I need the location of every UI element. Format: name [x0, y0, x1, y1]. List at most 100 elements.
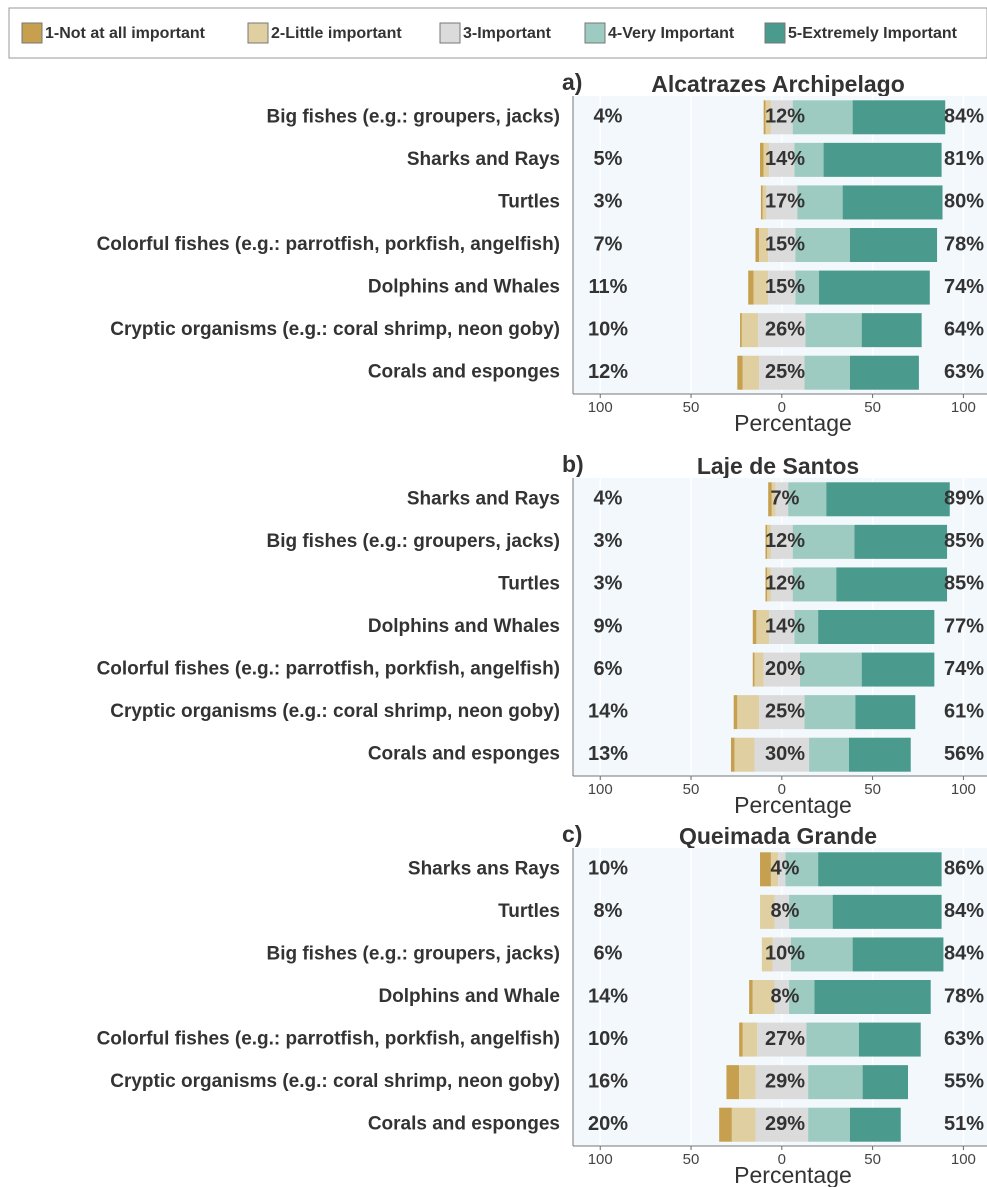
low-label: 9%: [594, 615, 623, 637]
high-label: 63%: [944, 361, 984, 383]
bar-segment: [774, 980, 790, 1014]
bar-segment: [826, 482, 950, 517]
high-label: 63%: [944, 1028, 984, 1050]
bar-segment: [765, 524, 768, 559]
bar-segment: [760, 894, 775, 929]
low-label: 14%: [588, 985, 628, 1007]
bar-segment: [818, 852, 942, 887]
category-label: Corals and esponges: [368, 744, 560, 765]
bar-segment: [765, 100, 771, 135]
neutral-label: 26%: [765, 318, 805, 340]
bar-segment: [766, 185, 798, 220]
bar-segment: [789, 980, 815, 1014]
neutral-label: 14%: [765, 148, 805, 170]
low-label: 6%: [594, 943, 623, 965]
bar-segment: [849, 737, 911, 772]
bar-segment: [770, 567, 793, 602]
bar-segment: [797, 185, 843, 220]
neutral-label: 30%: [765, 743, 805, 765]
bar-segment: [759, 355, 805, 390]
bar-segment: [795, 270, 820, 305]
low-label: 3%: [594, 573, 623, 595]
category-label: Corals and esponges: [368, 1114, 560, 1135]
neutral-label: 8%: [771, 985, 800, 1007]
bar-segment: [806, 1022, 859, 1057]
bar-segment: [768, 482, 772, 517]
bar-segment: [755, 228, 760, 262]
neutral-label: 12%: [765, 530, 805, 552]
bar-segment: [752, 980, 775, 1014]
bar-segment: [739, 1022, 743, 1057]
panel-label: c): [562, 821, 582, 847]
bar-segment: [852, 937, 944, 972]
category-label: Big fishes (e.g.: groupers, jacks): [266, 943, 560, 964]
neutral-label: 29%: [765, 1113, 805, 1135]
bar-segment: [792, 524, 855, 559]
x-axis-label: Percentage: [734, 1162, 852, 1187]
bar-segment: [748, 270, 754, 305]
bar-segment: [770, 852, 779, 887]
bar-segment: [742, 1022, 758, 1057]
bar-segment: [731, 1107, 756, 1142]
bar-segment: [804, 695, 856, 730]
bar-segment: [765, 567, 768, 602]
low-label: 11%: [589, 276, 628, 298]
category-label: Cryptic organisms (e.g.: coral shrimp, n…: [110, 701, 560, 722]
category-label: Sharks and Rays: [407, 488, 560, 509]
high-label: 84%: [944, 943, 984, 965]
low-label: 16%: [588, 1070, 628, 1092]
bar-segment: [734, 737, 755, 772]
bar-segment: [742, 355, 760, 390]
category-label: Dolphins and Whales: [368, 616, 560, 637]
bar-segment: [759, 228, 769, 262]
legend-swatch: [584, 22, 606, 44]
category-label: Big fishes (e.g.: groupers, jacks): [266, 531, 560, 552]
bar-segment: [790, 937, 853, 972]
category-label: Sharks and Rays: [407, 149, 560, 170]
legend-label: 2-Little important: [271, 25, 402, 42]
neutral-label: 14%: [765, 615, 805, 637]
bar-segment: [754, 652, 764, 687]
bar-segment: [804, 355, 850, 390]
bar-segment: [753, 270, 769, 305]
category-label: Dolphins and Whales: [368, 277, 560, 298]
high-label: 80%: [944, 191, 984, 213]
low-label: 5%: [594, 148, 623, 170]
bar-segment: [763, 142, 770, 177]
high-label: 56%: [944, 743, 984, 765]
high-label: 78%: [944, 233, 984, 255]
category-label: Cryptic organisms (e.g.: coral shrimp, n…: [110, 319, 560, 340]
bar-segment: [760, 852, 771, 887]
high-label: 85%: [944, 530, 984, 552]
high-label: 64%: [944, 318, 984, 340]
x-tick-label: 100: [588, 1151, 613, 1168]
low-label: 12%: [588, 361, 628, 383]
x-tick-label: 50: [864, 1151, 881, 1168]
bar-segment: [854, 524, 948, 559]
neutral-label: 12%: [765, 106, 805, 128]
panel-title: Alcatrazes Archipelago: [651, 71, 905, 97]
bar-segment: [754, 737, 810, 772]
low-label: 6%: [594, 658, 623, 680]
bar-segment: [769, 142, 795, 177]
neutral-label: 4%: [771, 858, 800, 880]
high-label: 84%: [944, 900, 984, 922]
bar-segment: [741, 313, 759, 348]
high-label: 86%: [944, 858, 984, 880]
bar-segment: [861, 313, 922, 348]
bar-segment: [792, 100, 853, 135]
bar-segment: [755, 1065, 809, 1100]
bar-segment: [805, 313, 862, 348]
neutral-label: 27%: [765, 1028, 805, 1050]
x-tick-label: 50: [683, 1151, 700, 1168]
bar-segment: [858, 1022, 921, 1057]
bar-segment: [795, 228, 850, 262]
bar-segment: [752, 652, 755, 687]
category-label: Big fishes (e.g.: groupers, jacks): [266, 106, 560, 127]
neutral-label: 17%: [765, 191, 805, 213]
bar-segment: [778, 852, 786, 887]
low-label: 7%: [594, 233, 623, 255]
bar-segment: [849, 1107, 901, 1142]
bar-segment: [752, 610, 757, 644]
legend-label: 3-Important: [463, 25, 552, 42]
